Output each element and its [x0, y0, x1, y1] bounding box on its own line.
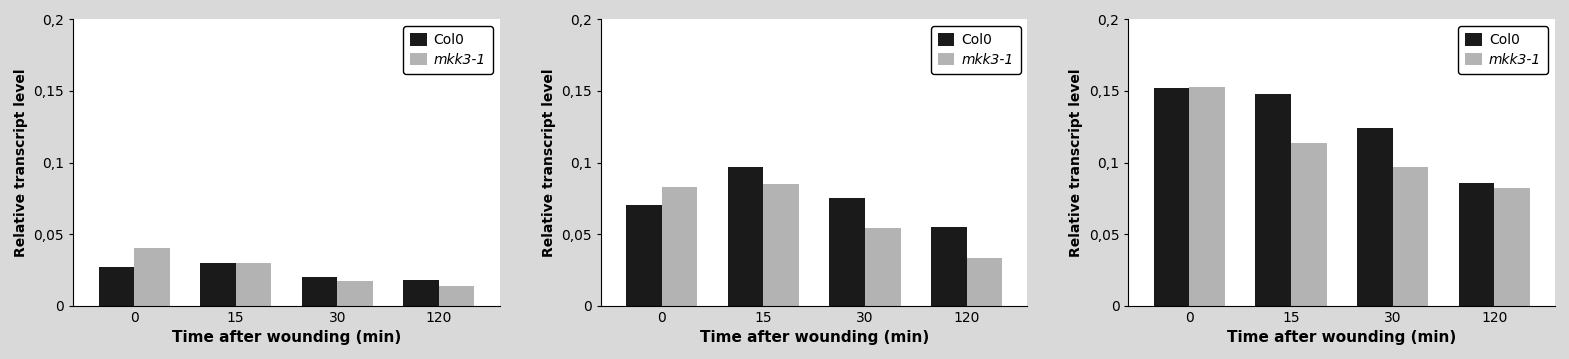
Bar: [235, 263, 271, 306]
Bar: [439, 286, 474, 306]
Bar: [865, 228, 901, 306]
X-axis label: Time after wounding (min): Time after wounding (min): [173, 330, 402, 345]
Bar: [1393, 167, 1428, 306]
Legend: Col0, mkk3-1: Col0, mkk3-1: [403, 26, 493, 74]
Bar: [135, 248, 169, 306]
Bar: [728, 167, 764, 306]
Bar: [930, 227, 967, 306]
Bar: [967, 258, 1003, 306]
Bar: [626, 205, 662, 306]
Bar: [337, 281, 373, 306]
Bar: [1357, 128, 1393, 306]
Bar: [1291, 143, 1326, 306]
Y-axis label: Relative transcript level: Relative transcript level: [541, 68, 555, 257]
Legend: Col0, mkk3-1: Col0, mkk3-1: [930, 26, 1020, 74]
X-axis label: Time after wounding (min): Time after wounding (min): [1227, 330, 1456, 345]
Bar: [201, 263, 235, 306]
Bar: [1189, 87, 1225, 306]
Bar: [99, 267, 135, 306]
Bar: [1153, 88, 1189, 306]
Bar: [1255, 94, 1291, 306]
Bar: [403, 280, 439, 306]
Bar: [1459, 183, 1494, 306]
Bar: [1494, 188, 1530, 306]
X-axis label: Time after wounding (min): Time after wounding (min): [700, 330, 929, 345]
Y-axis label: Relative transcript level: Relative transcript level: [14, 68, 28, 257]
Legend: Col0, mkk3-1: Col0, mkk3-1: [1459, 26, 1549, 74]
Bar: [764, 184, 799, 306]
Bar: [830, 198, 865, 306]
Y-axis label: Relative transcript level: Relative transcript level: [1068, 68, 1083, 257]
Bar: [662, 187, 697, 306]
Bar: [301, 277, 337, 306]
